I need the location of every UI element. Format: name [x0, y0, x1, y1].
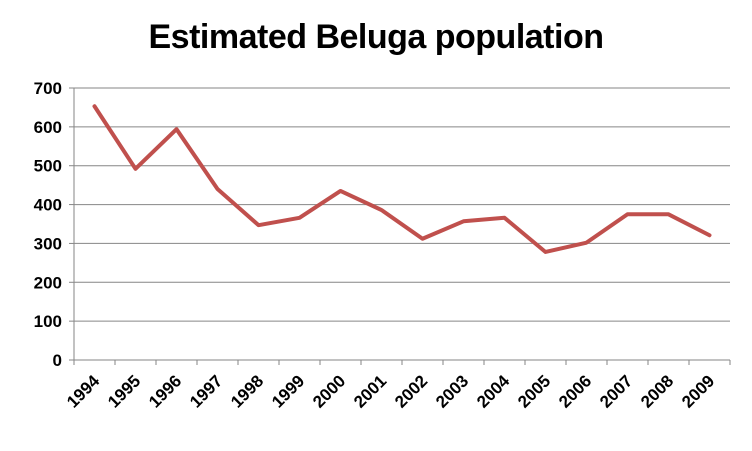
- y-tick-label: 700: [34, 79, 62, 98]
- x-tick-label: 2009: [678, 371, 718, 411]
- y-tick-label: 400: [34, 196, 62, 215]
- y-tick-label: 0: [53, 351, 62, 370]
- data-point-1997: [217, 188, 218, 190]
- data-point-1996: [176, 128, 177, 130]
- data-point-2008: [668, 213, 669, 215]
- data-point-2009: [709, 234, 710, 236]
- x-tick-label: 2002: [391, 371, 431, 411]
- x-tick-label: 1995: [104, 371, 144, 411]
- x-tick-label: 1999: [268, 371, 308, 411]
- series-line: [92, 104, 712, 254]
- x-tick-label: 2008: [637, 371, 677, 411]
- x-tick-label: 2004: [473, 371, 514, 412]
- x-tick-label: 2007: [596, 371, 636, 411]
- data-point-1995: [135, 168, 136, 170]
- x-tick-label: 1996: [145, 371, 185, 411]
- x-tick-label: 1997: [186, 371, 226, 411]
- x-tick-label: 1998: [227, 371, 267, 411]
- data-point-2004: [504, 217, 505, 219]
- y-tick-label: 600: [34, 118, 62, 137]
- data-point-2000: [340, 190, 341, 192]
- data-point-2001: [381, 209, 382, 211]
- x-tick-label: 1994: [63, 371, 104, 412]
- y-tick-label: 300: [34, 234, 62, 253]
- y-tick-label: 500: [34, 157, 62, 176]
- data-point-2005: [545, 251, 546, 253]
- x-tick-label: 2006: [555, 371, 595, 411]
- chart-title: Estimated Beluga population: [148, 18, 604, 56]
- data-point-1994: [94, 105, 95, 107]
- y-tick-label: 100: [34, 312, 62, 331]
- x-tick-label: 2005: [514, 371, 554, 411]
- data-point-2007: [627, 213, 628, 215]
- data-point-2003: [463, 220, 464, 222]
- x-tick-label: 2001: [350, 371, 390, 411]
- data-point-2006: [586, 242, 587, 244]
- x-tick-label: 2000: [309, 371, 349, 411]
- data-point-2002: [422, 238, 423, 240]
- data-point-1999: [299, 217, 300, 219]
- x-tick-label: 2003: [432, 371, 472, 411]
- y-tick-label: 200: [34, 273, 62, 292]
- data-point-1998: [258, 224, 259, 226]
